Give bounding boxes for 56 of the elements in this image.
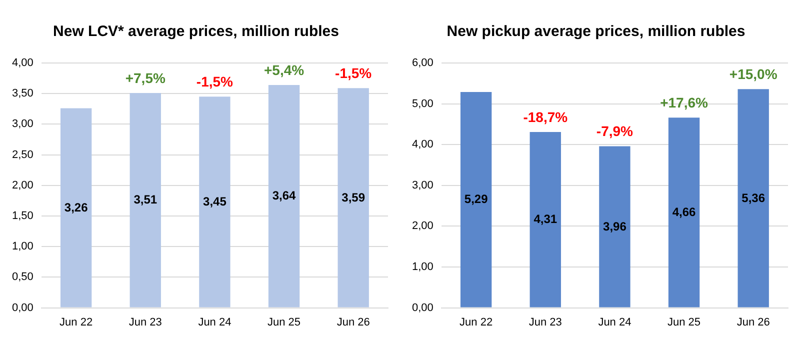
data-label: 3,26 bbox=[64, 200, 88, 214]
bar bbox=[668, 118, 700, 308]
y-tick-label: 1,50 bbox=[12, 210, 34, 222]
data-label: 3,51 bbox=[134, 192, 158, 207]
bar bbox=[530, 132, 561, 308]
x-tick-label: Jun 24 bbox=[198, 316, 232, 328]
y-tick-label: 1,00 bbox=[412, 261, 434, 274]
bar bbox=[738, 89, 769, 308]
y-tick-label: 4,00 bbox=[412, 138, 434, 151]
bar bbox=[199, 96, 230, 308]
annotation: -7,9% bbox=[596, 123, 634, 140]
bar bbox=[338, 88, 369, 308]
data-label: 5,36 bbox=[742, 190, 766, 205]
bar bbox=[599, 146, 630, 308]
y-tick-label: 2,00 bbox=[12, 179, 34, 192]
x-tick-label: Jun 22 bbox=[460, 316, 493, 328]
data-label: 5,29 bbox=[464, 192, 488, 206]
y-tick-label: 6,00 bbox=[412, 57, 434, 70]
bar bbox=[130, 92, 161, 308]
data-label: 4,31 bbox=[534, 212, 558, 226]
x-tick-label: Jun 23 bbox=[128, 316, 162, 328]
y-tick-label: 0,50 bbox=[12, 271, 34, 284]
x-tick-label: Jun 22 bbox=[60, 316, 93, 328]
bar bbox=[268, 85, 300, 308]
x-tick-label: Jun 26 bbox=[736, 316, 770, 328]
y-tick-label: 1,00 bbox=[12, 240, 34, 253]
y-tick-label: 3,50 bbox=[12, 88, 34, 100]
annotation: -18,7% bbox=[523, 108, 568, 125]
x-tick-label: Jun 25 bbox=[268, 316, 301, 328]
y-tick-label: 0,00 bbox=[12, 302, 34, 314]
chart-title: New pickup average prices, million rubles bbox=[446, 23, 746, 40]
x-tick-label: Jun 24 bbox=[598, 316, 632, 328]
y-tick-label: 3,00 bbox=[12, 118, 34, 130]
data-label: 3,45 bbox=[203, 194, 227, 209]
bar bbox=[60, 108, 92, 308]
annotation: +15,0% bbox=[729, 66, 778, 82]
data-label: 3,96 bbox=[603, 219, 627, 234]
annotation: -1,5% bbox=[196, 74, 234, 90]
x-tick-label: Jun 23 bbox=[528, 316, 562, 328]
y-tick-label: 5,00 bbox=[412, 98, 434, 110]
y-tick-label: 0,00 bbox=[412, 302, 434, 314]
x-tick-label: Jun 25 bbox=[668, 316, 701, 328]
annotation: +5,4% bbox=[264, 62, 305, 78]
data-label: 3,64 bbox=[272, 188, 296, 203]
y-tick-label: 4,00 bbox=[12, 57, 34, 70]
data-label: 3,59 bbox=[342, 190, 366, 204]
y-tick-label: 3,00 bbox=[412, 179, 434, 192]
annotation: +7,5% bbox=[125, 70, 166, 86]
y-tick-label: 2,00 bbox=[412, 220, 434, 232]
chart-title: New LCV* average prices, million rubles bbox=[53, 23, 339, 40]
x-tick-label: Jun 26 bbox=[336, 316, 370, 328]
bar bbox=[460, 92, 492, 308]
data-label: 4,66 bbox=[672, 205, 696, 220]
annotation: +17,6% bbox=[660, 94, 709, 111]
y-tick-label: 2,50 bbox=[12, 148, 34, 161]
annotation: -1,5% bbox=[335, 64, 372, 81]
